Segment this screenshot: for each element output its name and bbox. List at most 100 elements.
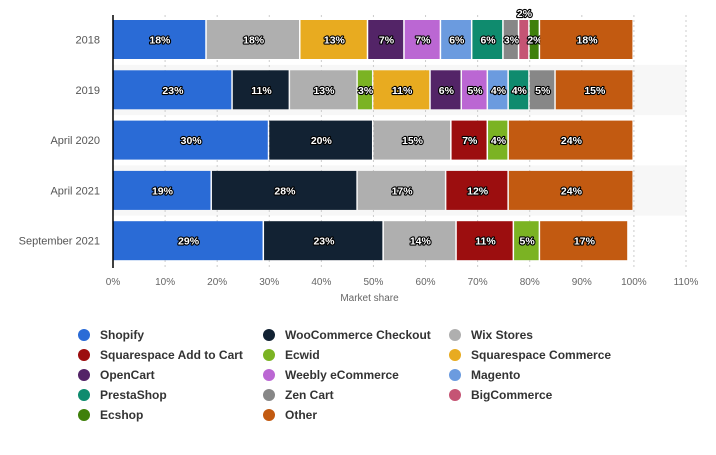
- legend-item[interactable]: Magento: [449, 368, 520, 382]
- legend-label: Wix Stores: [471, 328, 533, 342]
- bar-segment: [211, 170, 357, 210]
- legend-label: Squarespace Commerce: [471, 348, 612, 362]
- legend-item[interactable]: Weebly eCommerce: [263, 368, 399, 382]
- legend-dot-icon: [263, 409, 275, 421]
- legend-label: Magento: [471, 368, 521, 382]
- legend-dot-icon: [78, 409, 90, 421]
- data-label: 5%: [467, 85, 483, 97]
- x-tick-label: 30%: [259, 277, 279, 288]
- x-tick-label: 50%: [363, 277, 383, 288]
- data-label: 4%: [491, 85, 507, 97]
- bar-segment: [503, 20, 518, 59]
- bar-segment: [373, 120, 451, 160]
- bar-segment: [446, 170, 508, 210]
- data-label: 18%: [149, 35, 171, 47]
- legend-label: BigCommerce: [471, 388, 553, 402]
- legend-dot-icon: [263, 389, 275, 401]
- legend-label: Ecshop: [100, 408, 144, 422]
- legend-label: Weebly eCommerce: [285, 368, 399, 382]
- x-tick-label: 20%: [207, 277, 227, 288]
- legend-item[interactable]: OpenCart: [78, 368, 155, 382]
- data-label: 19%: [152, 185, 174, 197]
- bar-segment: [430, 70, 461, 110]
- bar-segment: [113, 170, 211, 210]
- bar-segment: [508, 120, 633, 160]
- legend-item[interactable]: Wix Stores: [449, 328, 533, 342]
- legend-dot-icon: [78, 349, 90, 361]
- legend-dot-icon: [78, 369, 90, 381]
- legend-label: Zen Cart: [285, 388, 334, 402]
- legend-item[interactable]: WooCommerce Checkout: [263, 328, 431, 342]
- legend-label: Other: [285, 408, 318, 422]
- legend-label: Shopify: [100, 328, 144, 342]
- legend-label: WooCommerce Checkout: [285, 328, 431, 342]
- data-label: 17%: [392, 185, 414, 197]
- bar-segment: [232, 70, 289, 110]
- legend-item[interactable]: PrestaShop: [78, 388, 167, 402]
- bar-segment: [404, 20, 440, 59]
- legend-label: Ecwid: [285, 348, 320, 362]
- data-label: 4%: [512, 85, 528, 97]
- data-label: 14%: [410, 236, 432, 248]
- x-tick-label: 70%: [468, 277, 488, 288]
- legend-item[interactable]: Other: [263, 408, 317, 422]
- bar-segment: [113, 120, 268, 160]
- data-label: 6%: [449, 35, 465, 47]
- data-label: 7%: [379, 35, 395, 47]
- bar-segment: [456, 221, 513, 261]
- data-label: 5%: [535, 85, 551, 97]
- category-label: April 2020: [50, 135, 100, 147]
- legend-item[interactable]: Ecwid: [263, 348, 320, 362]
- bar-segment: [540, 20, 633, 59]
- legend-dot-icon: [78, 329, 90, 341]
- bar-segment: [269, 120, 372, 160]
- data-label: 28%: [274, 185, 296, 197]
- x-tick-label: 110%: [674, 277, 699, 288]
- data-label: 20%: [311, 135, 333, 147]
- category-label: September 2021: [19, 236, 100, 248]
- bar-segment: [508, 170, 633, 210]
- legend-item[interactable]: BigCommerce: [449, 388, 552, 402]
- data-label: 18%: [243, 35, 265, 47]
- bar-segment: [441, 20, 471, 59]
- x-tick-label: 80%: [520, 277, 540, 288]
- bar-segment: [462, 70, 487, 110]
- bar-segment: [368, 20, 404, 59]
- legend-dot-icon: [449, 389, 461, 401]
- data-label: 7%: [415, 35, 431, 47]
- data-label: 11%: [251, 85, 272, 97]
- bar-segment: [113, 70, 232, 110]
- legend-dot-icon: [449, 369, 461, 381]
- x-tick-label: 10%: [155, 277, 175, 288]
- data-label: 3%: [358, 85, 374, 97]
- bar-segment: [508, 70, 529, 110]
- data-label: 24%: [561, 135, 583, 147]
- legend-item[interactable]: Ecshop: [78, 408, 143, 422]
- bar-segment: [357, 170, 445, 210]
- bar-segment: [264, 221, 383, 261]
- legend-item[interactable]: Zen Cart: [263, 388, 334, 402]
- stacked-bar-chart: 0% 10% 20% 30% 40% 50% 60% 70% 80% 90% 100% 110% Mar…: [19, 7, 699, 304]
- bar-segment: [451, 120, 487, 160]
- bar-segment: [488, 120, 508, 160]
- x-axis-title: Market share: [340, 293, 399, 304]
- legend-dot-icon: [263, 369, 275, 381]
- bar-segment: [540, 221, 628, 261]
- data-label: 13%: [324, 35, 346, 47]
- data-label: 6%: [480, 35, 496, 47]
- data-label: 4%: [491, 135, 507, 147]
- data-label: 13%: [313, 85, 335, 97]
- legend-item[interactable]: Squarespace Add to Cart: [78, 348, 243, 362]
- bar-segment: [514, 221, 539, 261]
- data-label: 23%: [162, 85, 184, 97]
- bar-segment: [555, 70, 633, 110]
- legend-label: OpenCart: [100, 368, 155, 382]
- data-label: 17%: [574, 236, 596, 248]
- legend-dot-icon: [263, 349, 275, 361]
- legend-item[interactable]: Shopify: [78, 328, 144, 342]
- legend-item[interactable]: Squarespace Commerce: [449, 348, 611, 362]
- category-label: 2018: [76, 35, 100, 47]
- data-label: 7%: [462, 135, 478, 147]
- data-label: 6%: [439, 85, 455, 97]
- legend-label: PrestaShop: [100, 388, 167, 402]
